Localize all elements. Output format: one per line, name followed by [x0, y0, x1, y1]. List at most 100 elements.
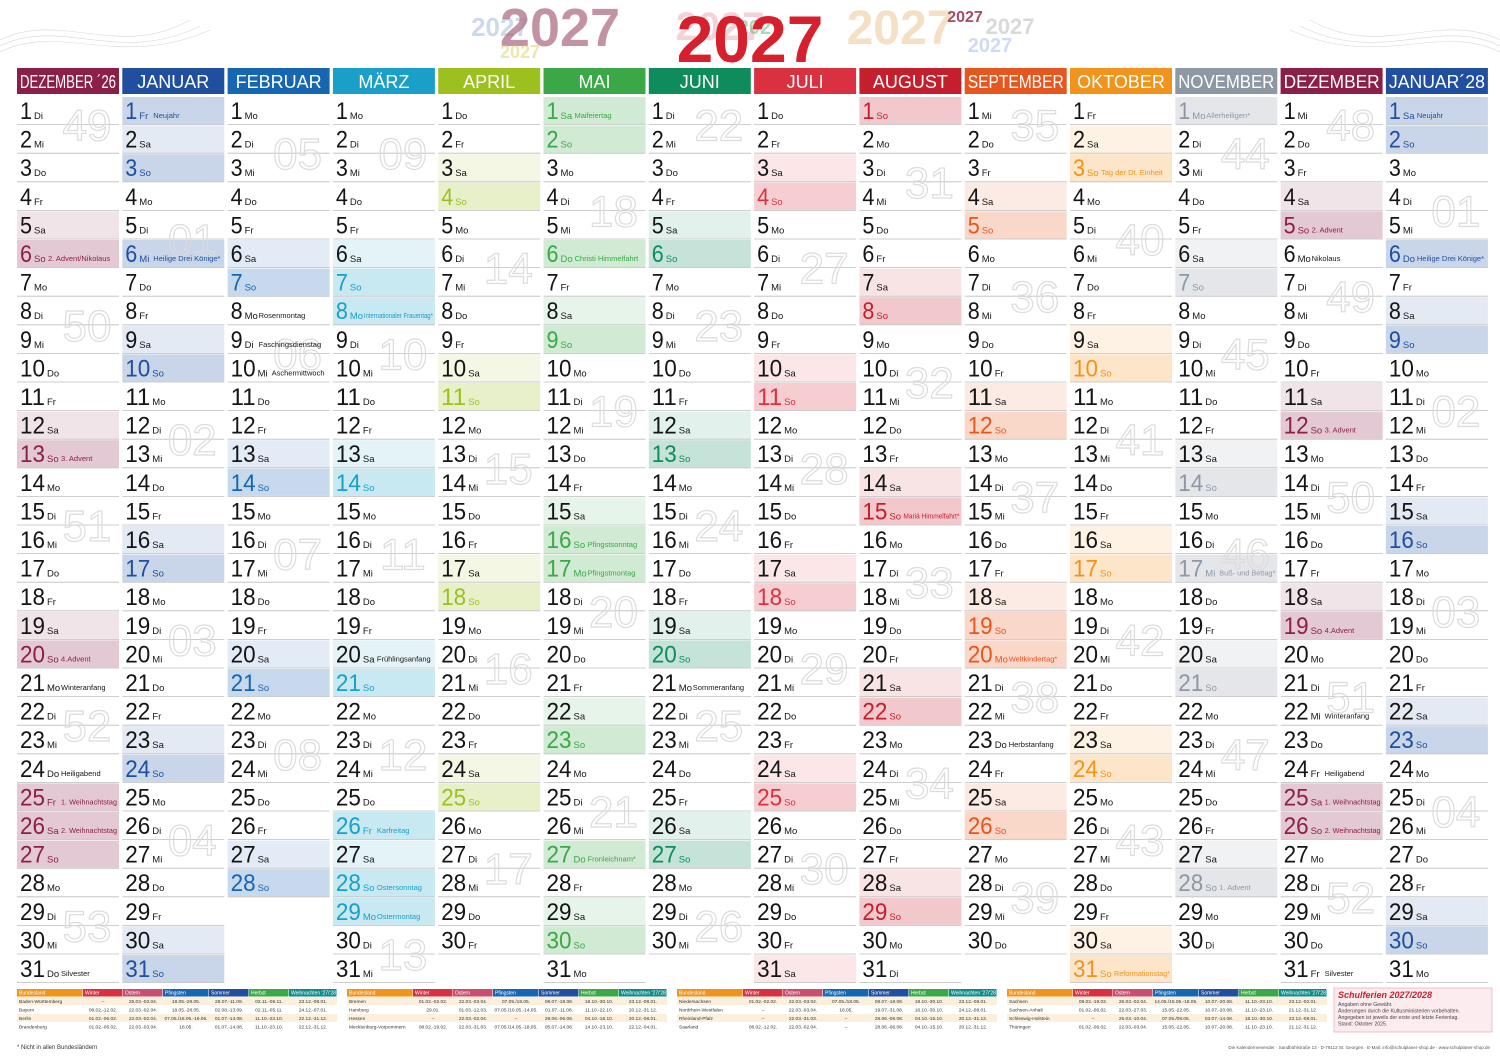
month-name: MAI	[578, 72, 610, 92]
weekday: Do	[152, 883, 164, 894]
table-cell: 01.02.-06.02.	[1079, 1008, 1107, 1014]
table-row	[347, 1014, 667, 1022]
table-row	[677, 1005, 997, 1014]
table-cell: Berlin	[19, 1016, 32, 1022]
day-shade	[1070, 554, 1172, 582]
day-number: 2	[757, 127, 769, 154]
weekday: Fr	[1100, 912, 1109, 923]
weekday: So	[1205, 683, 1217, 694]
day-number: 27	[1073, 842, 1098, 869]
weekday: So	[1100, 569, 1112, 580]
weekday: Mi	[574, 626, 584, 637]
day-shade	[122, 240, 225, 268]
week-number: 05	[273, 130, 322, 179]
weekday: Di	[1416, 397, 1425, 408]
table-header-cell	[677, 989, 743, 997]
weekday: Sa	[455, 168, 467, 179]
day-number: 8	[1073, 298, 1085, 325]
table-cell: 11.10.-23.10.	[255, 1016, 283, 1022]
day-shade	[1070, 125, 1172, 153]
day-note: Pfingstsonntag	[588, 540, 638, 549]
table-cell: –	[432, 1017, 435, 1022]
weekday: Do	[363, 597, 375, 608]
day-shade	[122, 325, 225, 353]
table-cell: 22.03.-02.04.	[129, 1016, 157, 1022]
weekday: Sa	[1100, 940, 1112, 951]
weekday: Mo	[152, 597, 165, 608]
weekday: Fr	[679, 397, 688, 408]
day-number: 21	[20, 670, 45, 697]
day-number: 31	[336, 956, 361, 983]
weekday: Fr	[995, 569, 1004, 580]
weekday: So	[258, 483, 270, 494]
day-number: 3	[1178, 155, 1190, 182]
weekday: So	[1087, 168, 1099, 179]
day-number: 18	[20, 584, 45, 611]
table-header-cell	[539, 989, 579, 997]
month-name: APRIL	[463, 72, 515, 92]
day-number: 1	[1284, 98, 1296, 125]
table-cell: 24.12.-08.01.	[959, 1008, 987, 1014]
weekday: Do	[574, 855, 586, 866]
day-number: 22	[547, 699, 572, 726]
weekday: Do	[995, 540, 1007, 551]
day-number: 5	[862, 212, 874, 239]
day-number: 24	[968, 756, 993, 783]
weekday: Mo	[679, 483, 692, 494]
weekday: Do	[47, 569, 59, 580]
weekday: Fr	[679, 797, 688, 808]
day-number: 17	[1284, 556, 1309, 583]
day-number: 14	[20, 470, 45, 497]
weekday: So	[350, 283, 362, 294]
day-number: 31	[862, 956, 887, 983]
day-number: 31	[757, 956, 782, 983]
day-number: 25	[1073, 784, 1098, 811]
footnote: * Nicht in allen Bundesländern	[17, 1045, 97, 1051]
day-shade	[543, 125, 646, 153]
day-number: 29	[862, 899, 887, 926]
day-number: 16	[1178, 527, 1203, 554]
table-header: Weihnachten '27/'28	[951, 991, 996, 997]
weekday: Do	[1403, 254, 1415, 265]
day-number: 13	[1073, 441, 1098, 468]
day-number: 22	[1284, 699, 1309, 726]
day-shade	[1385, 497, 1488, 525]
day-note: Reformationstag*	[1114, 969, 1170, 978]
weekday: Fr	[1416, 883, 1425, 894]
day-number: 31	[1073, 956, 1098, 983]
day-number: 1	[231, 98, 243, 125]
day-number: 10	[652, 355, 677, 382]
weekday: Di	[152, 626, 161, 637]
table-header: Sommer	[871, 991, 890, 997]
week-number: 21	[589, 788, 638, 837]
weekday: Sa	[1087, 340, 1099, 351]
day-number: 8	[862, 298, 874, 325]
weekday: Sa	[771, 168, 783, 179]
month-header	[1175, 68, 1278, 94]
week-number: 50	[1326, 473, 1375, 522]
weekday: Mi	[363, 368, 373, 379]
day-number: 15	[231, 498, 256, 525]
table-cell: –	[515, 1017, 518, 1022]
day-shade	[964, 812, 1067, 840]
day-number: 20	[1284, 641, 1309, 668]
day-shade	[17, 240, 119, 268]
weekday: Sa	[363, 454, 375, 465]
week-number: 10	[378, 330, 427, 379]
weekday: Do	[47, 368, 59, 379]
title-decoration: 2027	[500, 0, 620, 58]
weekday: So	[982, 225, 994, 236]
day-number: 23	[1389, 727, 1414, 754]
day-shade	[543, 926, 646, 954]
table-cell: 01.02.-06.02.	[89, 1025, 117, 1031]
weekday: Fr	[363, 426, 372, 437]
day-number: 5	[441, 212, 453, 239]
weekday: So	[1205, 883, 1217, 894]
weekday: Di	[1298, 283, 1307, 294]
weekday: Do	[889, 826, 901, 837]
day-number: 18	[1178, 584, 1203, 611]
day-shade	[964, 411, 1067, 439]
weekday: Mi	[1298, 111, 1308, 122]
weekday: Mi	[1416, 826, 1426, 837]
